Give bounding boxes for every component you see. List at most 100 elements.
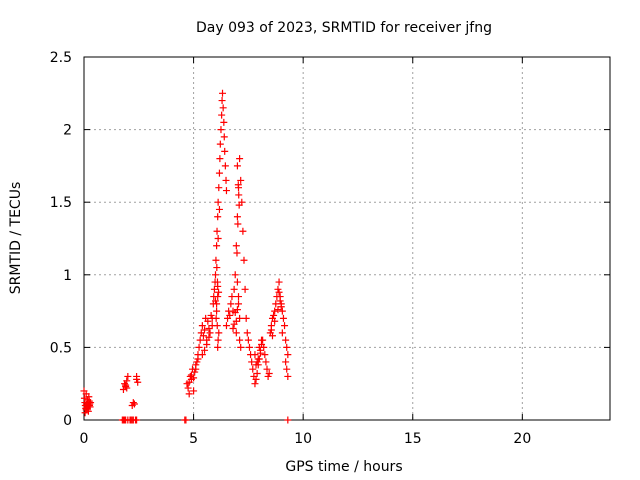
- data-point: [214, 293, 222, 301]
- data-point: [215, 288, 223, 296]
- data-point: [237, 176, 245, 184]
- data-point: [282, 358, 290, 366]
- data-point: [212, 256, 220, 264]
- data-point: [240, 256, 248, 264]
- data-point: [219, 89, 227, 97]
- data-point: [216, 140, 224, 148]
- data-point: [185, 378, 193, 386]
- data-point: [217, 126, 225, 134]
- data-point: [275, 288, 283, 296]
- data-point: [236, 155, 244, 163]
- data-point: [278, 307, 286, 315]
- data-point: [254, 355, 262, 363]
- data-point: [237, 343, 245, 351]
- data-point: [275, 278, 283, 286]
- data-point: [198, 351, 206, 359]
- data-point: [256, 349, 264, 357]
- data-point: [201, 326, 209, 334]
- data-point: [234, 220, 242, 228]
- data-point: [233, 306, 241, 314]
- data-point: [123, 384, 131, 392]
- data-point: [229, 325, 237, 333]
- data-point: [232, 329, 240, 337]
- data-point: [235, 201, 243, 209]
- data-point: [239, 227, 247, 235]
- data-point: [123, 377, 131, 385]
- data-point: [281, 322, 289, 330]
- data-point: [221, 162, 229, 170]
- data-point: [270, 311, 278, 319]
- data-point: [215, 169, 223, 177]
- data-point: [190, 387, 198, 395]
- data-point: [214, 343, 222, 351]
- data-point: [234, 181, 242, 189]
- data-point: [243, 329, 251, 337]
- x-tick-label: 5: [189, 431, 198, 447]
- grid: [84, 57, 610, 420]
- data-point: [228, 293, 236, 301]
- data-point: [279, 314, 287, 322]
- data-point: [219, 104, 227, 112]
- data-point: [274, 306, 282, 314]
- data-point: [194, 355, 202, 363]
- data-point: [129, 399, 137, 407]
- data-point: [199, 332, 207, 340]
- data-point: [215, 205, 223, 213]
- data-point: [185, 390, 193, 398]
- x-axis-label: GPS time / hours: [285, 459, 402, 475]
- data-point: [249, 365, 257, 373]
- data-point: [222, 187, 230, 195]
- data-point: [232, 242, 240, 250]
- data-point: [213, 278, 221, 286]
- data-point: [204, 317, 212, 325]
- data-point: [214, 198, 222, 206]
- data-point: [236, 336, 244, 344]
- data-point: [261, 351, 269, 359]
- data-point: [267, 326, 275, 334]
- data-point: [284, 351, 292, 359]
- data-point: [85, 401, 93, 409]
- data-point: [124, 372, 132, 380]
- plot-frame: [83, 56, 611, 421]
- data-point: [236, 314, 244, 322]
- data-series-srmtid: [80, 89, 292, 424]
- y-tick-label: 0.5: [50, 340, 72, 356]
- data-point: [222, 322, 230, 330]
- y-tick-label: 2: [63, 123, 72, 139]
- x-tick-label: 10: [294, 431, 312, 447]
- y-tick-label: 0: [63, 413, 72, 429]
- data-point: [233, 278, 241, 286]
- data-point: [203, 340, 211, 348]
- data-point: [119, 386, 127, 394]
- data-point: [253, 370, 261, 378]
- data-point: [220, 118, 228, 126]
- y-tick-label: 2.5: [50, 50, 72, 66]
- data-point: [220, 133, 228, 141]
- data-point: [133, 375, 141, 383]
- data-point: [190, 374, 198, 382]
- data-point: [251, 351, 259, 359]
- data-point: [245, 343, 253, 351]
- data-point: [242, 314, 250, 322]
- data-point: [268, 332, 276, 340]
- data-point: [205, 333, 213, 341]
- data-point: [233, 213, 241, 221]
- data-point: [235, 293, 243, 301]
- data-point: [284, 372, 292, 380]
- data-point: [252, 361, 260, 369]
- data-point: [214, 235, 222, 242]
- data-point: [258, 336, 266, 344]
- data-point: [192, 365, 200, 373]
- data-point: [283, 365, 291, 373]
- data-point: [213, 227, 221, 235]
- data-point: [222, 176, 230, 184]
- data-point: [244, 336, 252, 344]
- x-tick-label: 20: [513, 431, 531, 447]
- data-point: [235, 191, 243, 199]
- data-point: [212, 271, 219, 279]
- data-point: [230, 285, 238, 293]
- y-tick-label: 1: [63, 268, 72, 284]
- data-point: [201, 346, 209, 354]
- data-point: [184, 384, 192, 392]
